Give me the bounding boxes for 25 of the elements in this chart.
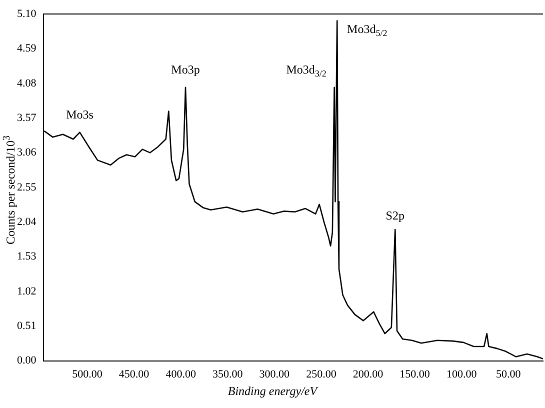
y-tick-label: 5.10 [17, 8, 37, 20]
x-tick-label: 150.00 [400, 368, 430, 380]
x-tick-label: 350.00 [212, 368, 244, 380]
annotation: Mo3s [66, 107, 94, 122]
x-tick-label: 100.00 [446, 368, 478, 380]
y-tick-label: 2.04 [17, 216, 37, 228]
y-tick-label: 2.55 [17, 181, 37, 194]
y-tick-label: 3.57 [17, 112, 37, 124]
x-tick-label: 500.00 [72, 368, 103, 380]
annotation: S2p [386, 208, 404, 223]
x-axis-title: Binding energy/eV [226, 384, 320, 399]
x-tick-label: 300.00 [259, 368, 290, 380]
x-tick-label: 250.00 [306, 368, 337, 380]
y-tick-label: 4.08 [17, 77, 37, 90]
y-tick-label: 0.00 [17, 354, 37, 367]
y-tick-label: 1.02 [17, 285, 36, 298]
x-tick-label: 200.00 [352, 368, 384, 380]
y-tick-label: 0.51 [17, 320, 36, 332]
annotation: Mo3p [171, 62, 200, 76]
y-tick-label: 3.06 [17, 146, 37, 159]
y-tick-label: 1.53 [17, 250, 37, 263]
x-tick-label: 50.00 [496, 368, 522, 380]
y-tick-label: 4.59 [17, 42, 37, 55]
x-tick-label: 400.00 [166, 368, 196, 380]
x-tick-label: 450.00 [118, 368, 150, 380]
